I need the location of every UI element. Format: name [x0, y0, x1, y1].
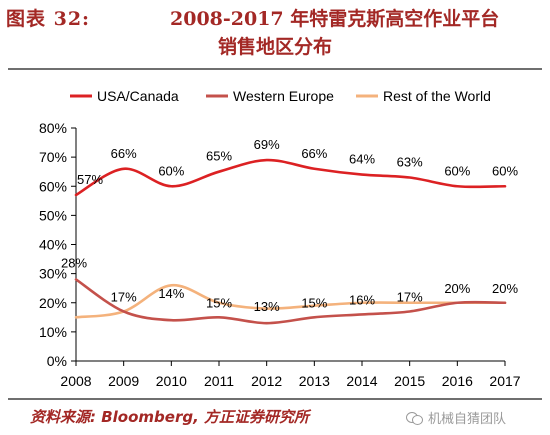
data-label-usa-canada: 69% [254, 137, 280, 152]
data-label-western-europe: 17% [111, 289, 137, 304]
data-label-western-europe: 20% [444, 281, 470, 296]
legend-label-usa-canada: USA/Canada [97, 88, 179, 104]
x-tick-label: 2011 [204, 373, 234, 389]
x-tick-label: 2017 [489, 373, 520, 389]
y-tick-label: 0% [47, 353, 67, 369]
header: 图表 32: 2008-2017 年特雷克斯高空作业平台 销售地区分布 [0, 0, 550, 62]
legend-label-rest-of-the-world: Rest of the World [383, 88, 491, 104]
data-label-western-europe: 17% [397, 289, 423, 304]
data-label-western-europe: 15% [206, 295, 232, 310]
x-tick-label: 2016 [442, 373, 473, 389]
watermark-text: 机械自猜团队 [428, 412, 507, 427]
data-label-usa-canada: 60% [158, 163, 184, 178]
wechat-icon [406, 411, 424, 425]
figure-number: 图表 32: [6, 8, 91, 30]
x-tick-label: 2009 [108, 373, 139, 389]
watermark: 机械自猜团队 [406, 408, 506, 427]
y-tick-label: 80% [39, 120, 67, 136]
y-tick-label: 60% [39, 178, 67, 194]
data-label-usa-canada: 65% [206, 149, 232, 164]
data-label-usa-canada: 60% [492, 163, 518, 178]
data-label-usa-canada: 57% [77, 172, 103, 187]
source-note: 资料来源: Bloomberg, 方正证券研究所 [30, 408, 310, 426]
x-tick-label: 2013 [299, 373, 330, 389]
line-chart: 0% 10% 20% 30% 40% 50% 60% 70% 80% 2008 2009 2010 20… [39, 88, 521, 389]
x-tick-label: 2014 [346, 373, 377, 389]
y-tick-label: 70% [39, 149, 67, 165]
data-label-usa-canada: 64% [349, 152, 375, 167]
legend-label-western-europe: Western Europe [233, 88, 334, 104]
data-label-western-europe: 20% [492, 281, 518, 296]
data-label-western-europe: 13% [254, 299, 280, 314]
chart-title-line-2: 销售地区分布 [218, 36, 333, 58]
data-label-western-europe: 15% [301, 295, 327, 310]
y-tick-label: 20% [39, 295, 67, 311]
x-tick-label: 2015 [394, 373, 425, 389]
data-label-western-europe: 16% [349, 292, 375, 307]
y-tick-label: 50% [39, 207, 67, 223]
x-tick-label: 2008 [60, 373, 91, 389]
bottom-divider [8, 398, 542, 400]
series-line-rest-of-the-world [74, 283, 507, 319]
y-tick-label: 30% [39, 266, 67, 282]
data-label-western-europe: 28% [61, 255, 87, 270]
data-label-usa-canada: 66% [301, 146, 327, 161]
y-tick-label: 10% [39, 324, 67, 340]
data-label-usa-canada: 63% [397, 155, 423, 170]
x-tick-label: 2012 [251, 373, 282, 389]
chart-title-line-1: 2008-2017 年特雷克斯高空作业平台 [170, 8, 500, 30]
data-label-usa-canada: 66% [111, 146, 137, 161]
y-tick-label: 40% [39, 237, 67, 253]
data-label-usa-canada: 60% [444, 163, 470, 178]
series-line-usa-canada [74, 158, 507, 197]
x-tick-label: 2010 [156, 373, 187, 389]
data-label-western-europe: 14% [158, 286, 184, 301]
series-line-western-europe [74, 278, 507, 325]
top-divider [8, 68, 542, 70]
